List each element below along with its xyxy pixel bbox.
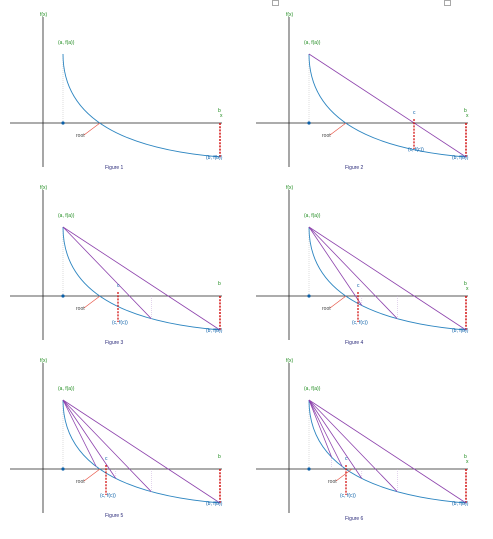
y-axis-label: f(x): [286, 185, 294, 191]
root-arrow: [335, 468, 353, 482]
secant-chord: [62, 226, 221, 331]
c-point-label: (c, f(c)): [352, 320, 368, 326]
a-marker: [61, 467, 65, 471]
a-point-label: (a, f(a)): [304, 213, 321, 219]
a-point-label: (a, f(a)): [304, 386, 321, 392]
secant-chord: [62, 226, 152, 319]
root-label: root: [322, 133, 331, 139]
figure-panel: f(x) x root (a, f(a)) b (b, f(b)): [10, 12, 223, 177]
root-arrow: [329, 122, 347, 136]
x-axis-label: x: [466, 286, 469, 292]
figure-panel: f(x) x c (c, f(c)) root (a, f(a)) b (b, f(b)): [256, 358, 469, 523]
a-point-label: (a, f(a)): [58, 386, 75, 392]
c-label: c: [117, 283, 120, 289]
b-label: b: [464, 454, 467, 460]
y-axis-label: f(x): [40, 185, 48, 191]
window-control-square[interactable]: [272, 0, 279, 6]
c-label: c: [357, 283, 360, 289]
secant-chord: [308, 399, 467, 504]
figure-plot: f(x) x root (a, f(a)) b (b, f(b)): [10, 12, 223, 167]
y-axis-label: f(x): [40, 358, 48, 364]
a-point-label: (a, f(a)): [304, 40, 321, 46]
x-axis-label: x: [220, 113, 223, 119]
b-point-label: (b, f(b)): [206, 501, 223, 507]
b-point-label: (b, f(b)): [452, 501, 469, 507]
figure-panel: f(x) c (c, f(c)) root (a, f(a)) b (b, f(b)): [10, 358, 223, 523]
figure-caption: Figure 1: [105, 165, 124, 171]
secant-chord: [62, 399, 97, 467]
secant-chord: [308, 226, 363, 306]
secant-chord: [308, 399, 363, 479]
root-arrow: [83, 295, 101, 309]
secant-chord: [308, 226, 467, 331]
figure-plot: f(x) c (c, f(c)) root (a, f(a)) b (b, f(b)): [10, 185, 223, 340]
b-point-label: (b, f(b)): [206, 328, 223, 334]
c-point-label: (c, f(c)): [408, 147, 424, 153]
figure-panel: f(x) x c (c, f(c)) root (a, f(a)) b (b, f(b)): [256, 185, 469, 350]
a-marker: [61, 294, 65, 298]
figure-plot: f(x) x c (c, f(c)) root (a, f(a)) b (b, f(b)): [256, 185, 469, 340]
function-curve: [62, 53, 221, 158]
secant-chord: [308, 53, 467, 158]
b-label: b: [218, 108, 221, 114]
a-point-label: (a, f(a)): [58, 213, 75, 219]
b-label: b: [218, 454, 221, 460]
figure-caption: Figure 2: [345, 165, 364, 171]
secant-chord: [308, 226, 398, 319]
function-curve: [62, 399, 221, 504]
figure-caption: Figure 6: [345, 516, 364, 522]
b-label: b: [464, 281, 467, 287]
root-arrow: [83, 122, 101, 136]
secant-chord: [62, 399, 152, 492]
root-label: root: [76, 133, 85, 139]
root-arrow: [329, 295, 347, 309]
root-label: root: [76, 479, 85, 485]
a-marker: [307, 467, 311, 471]
secant-chord: [308, 399, 398, 492]
b-point-label: (b, f(b)): [452, 155, 469, 161]
secant-chord: [308, 399, 343, 467]
c-label: c: [105, 456, 108, 462]
root-label: root: [328, 479, 337, 485]
c-label: c: [345, 456, 348, 462]
c-label: c: [413, 110, 416, 116]
a-marker: [307, 121, 311, 125]
root-arrow: [83, 468, 101, 482]
x-axis-label: x: [466, 113, 469, 119]
figure-panel: f(x) c (c, f(c)) root (a, f(a)) b (b, f(b)): [10, 185, 223, 350]
root-label: root: [76, 306, 85, 312]
figure-panel: f(x) x c (c, f(c)) root (a, f(a)) b (b, f(b)): [256, 12, 469, 177]
function-curve: [308, 399, 467, 504]
window-control-square[interactable]: [444, 0, 451, 6]
y-axis-label: f(x): [40, 12, 48, 18]
c-point-label: (c, f(c)): [340, 493, 356, 499]
y-axis-label: f(x): [286, 358, 294, 364]
a-point-label: (a, f(a)): [58, 40, 75, 46]
b-point-label: (b, f(b)): [452, 328, 469, 334]
secant-chord: [308, 399, 333, 458]
a-marker: [307, 294, 311, 298]
figure-plot: f(x) x c (c, f(c)) root (a, f(a)) b (b, f(b)): [256, 12, 469, 167]
figure-caption: Figure 3: [105, 340, 124, 346]
figure-caption: Figure 4: [345, 340, 364, 346]
a-marker: [61, 121, 65, 125]
function-curve: [62, 226, 221, 331]
figure-plot: f(x) c (c, f(c)) root (a, f(a)) b (b, f(b)): [10, 358, 223, 513]
secant-chord: [62, 399, 221, 504]
b-point-label: (b, f(b)): [206, 155, 223, 161]
root-label: root: [322, 306, 331, 312]
figure-plot: f(x) x c (c, f(c)) root (a, f(a)) b (b, f(b)): [256, 358, 469, 513]
y-axis-label: f(x): [286, 12, 294, 18]
function-curve: [308, 53, 467, 158]
x-axis-label: x: [466, 459, 469, 465]
secant-chord: [62, 399, 117, 479]
b-label: b: [464, 108, 467, 114]
figure-caption: Figure 5: [105, 513, 124, 519]
function-curve: [308, 226, 467, 331]
c-point-label: (c, f(c)): [100, 493, 116, 499]
c-point-label: (c, f(c)): [112, 320, 128, 326]
b-label: b: [218, 281, 221, 287]
